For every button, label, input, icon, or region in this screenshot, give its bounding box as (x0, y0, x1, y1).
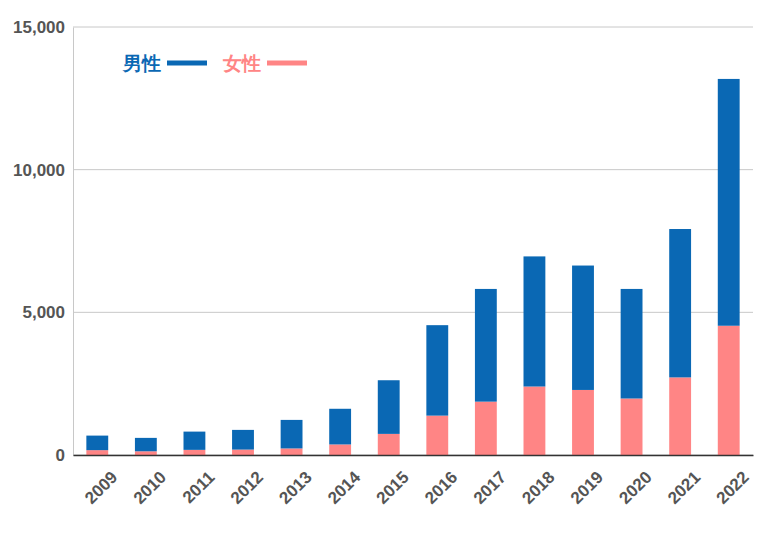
y-tick-label: 10,000 (13, 161, 65, 180)
bars (86, 79, 739, 455)
bar (378, 434, 400, 455)
bar (669, 229, 691, 377)
legend: 男性 女性 (122, 52, 307, 74)
grid-line (73, 455, 753, 456)
x-tick-label: 2017 (470, 468, 510, 508)
series (86, 79, 739, 451)
y-tick: 10,000 (13, 161, 73, 180)
bar (572, 266, 594, 390)
bar (281, 420, 303, 449)
chart: 05,00010,00015,0002009201020112012201320… (0, 0, 765, 542)
bar (475, 402, 497, 455)
bar (378, 380, 400, 434)
bar (135, 451, 157, 455)
y-tick-label: 0 (56, 446, 65, 465)
x-tick: 2018 (518, 455, 558, 508)
x-tick-label: 2013 (275, 468, 315, 508)
x-tick-label: 2012 (227, 468, 267, 508)
grid-line (73, 27, 753, 28)
x-tick-label: 2009 (81, 468, 121, 508)
x-axis: 2009201020112012201320142015201620172018… (74, 455, 754, 508)
x-tick-label: 2010 (130, 468, 170, 508)
bar (524, 256, 546, 386)
bar (86, 436, 108, 451)
x-tick: 2010 (130, 455, 170, 508)
bar (718, 79, 740, 326)
x-tick: 2011 (179, 455, 219, 507)
bar (232, 450, 254, 455)
bar (669, 377, 691, 455)
x-tick-label: 2022 (713, 468, 753, 508)
bar (232, 430, 254, 450)
x-tick-label: 2015 (373, 468, 413, 508)
bar (621, 289, 643, 399)
legend-item: 女性 (222, 52, 307, 74)
bar (281, 448, 303, 455)
y-axis: 0 5,000 10,000 15,000 (13, 18, 74, 465)
x-tick: 2017 (470, 455, 510, 508)
x-tick-label: 2019 (567, 468, 607, 508)
x-tick-label: 2014 (324, 467, 365, 508)
bar (524, 387, 546, 455)
x-tick: 2009 (81, 455, 121, 508)
x-tick: 2020 (615, 455, 655, 508)
plot: 05,00010,00015,0002009201020112012201320… (13, 18, 754, 508)
legend-label: 男性 (122, 52, 161, 74)
x-tick-label: 2020 (615, 468, 655, 508)
grid-line (73, 169, 753, 170)
bar (572, 390, 594, 455)
bar (329, 444, 351, 455)
x-tick: 2021 (664, 455, 704, 508)
bar (426, 416, 448, 455)
x-tick: 2013 (275, 455, 315, 508)
x-tick: 2022 (713, 455, 753, 508)
y-tick: 15,000 (13, 18, 73, 37)
x-tick-label: 2021 (664, 468, 704, 508)
legend-label: 女性 (222, 52, 261, 74)
bar (621, 399, 643, 455)
x-tick-label: 2016 (421, 468, 461, 508)
legend-swatch (167, 61, 207, 66)
bar (184, 450, 206, 455)
x-tick: 2015 (373, 455, 413, 508)
bar (86, 450, 108, 455)
grid-line (73, 312, 753, 313)
legend-swatch (267, 61, 307, 66)
y-tick: 5,000 (22, 303, 73, 322)
x-tick: 2014 (324, 455, 365, 508)
y-tick-label: 15,000 (13, 18, 65, 37)
x-tick: 2016 (421, 455, 461, 508)
bar (184, 432, 206, 450)
x-tick-label: 2018 (518, 468, 558, 508)
bar (475, 289, 497, 402)
bar (718, 326, 740, 455)
x-axis-line (74, 455, 754, 457)
legend-item: 男性 (122, 52, 207, 74)
grid (73, 27, 753, 455)
bar (426, 325, 448, 415)
x-tick: 2012 (227, 455, 267, 508)
y-tick-label: 5,000 (22, 303, 65, 322)
y-axis-line (73, 28, 74, 456)
x-tick: 2019 (567, 455, 607, 508)
bar (329, 409, 351, 445)
x-tick-label: 2011 (179, 468, 219, 508)
y-tick: 0 (56, 446, 73, 465)
bar (135, 438, 157, 451)
